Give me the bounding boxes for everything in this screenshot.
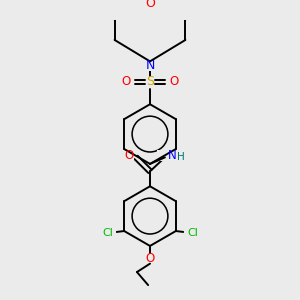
Text: N: N — [145, 58, 155, 72]
Bar — [120, 77, 131, 87]
Text: Cl: Cl — [187, 228, 198, 238]
Text: O: O — [124, 149, 133, 162]
Text: Cl: Cl — [102, 228, 113, 238]
Bar — [144, 76, 156, 88]
Bar — [144, 0, 156, 9]
Bar — [123, 150, 134, 161]
Bar — [158, 150, 178, 161]
Text: N: N — [168, 149, 176, 162]
Bar — [144, 254, 156, 264]
Bar — [144, 59, 156, 71]
Text: O: O — [146, 253, 154, 266]
Text: O: O — [145, 0, 155, 10]
Bar — [184, 228, 201, 238]
Text: H: H — [177, 152, 185, 162]
Bar — [99, 228, 116, 238]
Bar — [169, 77, 180, 87]
Text: S: S — [146, 75, 154, 88]
Text: O: O — [169, 75, 179, 88]
Text: O: O — [121, 75, 130, 88]
